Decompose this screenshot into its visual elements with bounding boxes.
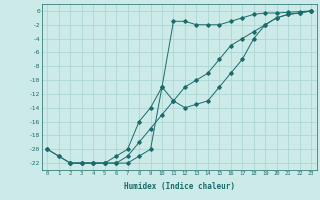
X-axis label: Humidex (Indice chaleur): Humidex (Indice chaleur) [124,182,235,191]
